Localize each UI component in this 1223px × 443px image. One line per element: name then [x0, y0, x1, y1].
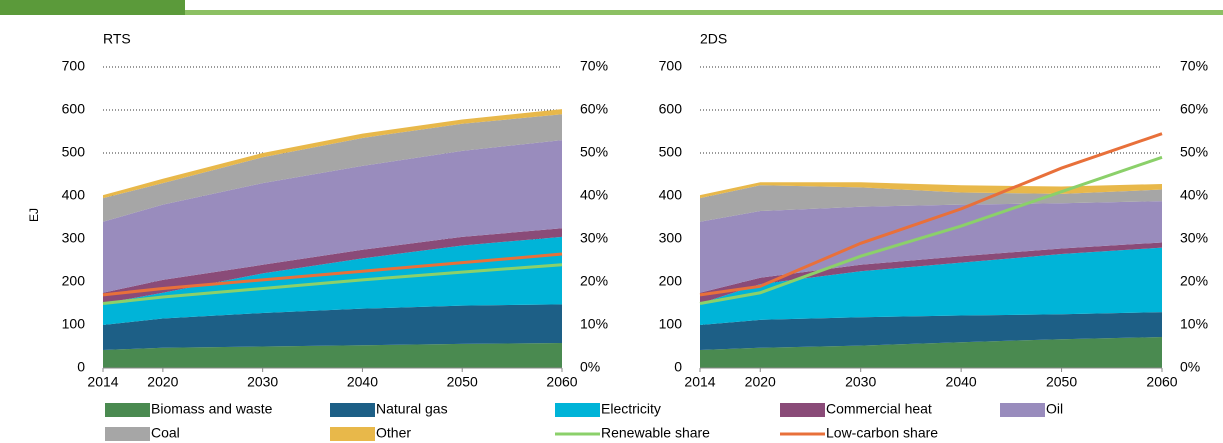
legend-label: Renewable share	[601, 425, 710, 441]
legend-swatch	[105, 403, 150, 417]
area-segment	[103, 228, 562, 304]
y-tick-label: 600	[62, 101, 86, 117]
y-tick-label: 300	[659, 230, 683, 246]
y-tick-label: 0	[674, 359, 682, 375]
y-tick-label: 500	[62, 144, 86, 160]
x-tick-label: 2030	[247, 374, 278, 390]
legend-label: Natural gas	[376, 401, 448, 417]
y2-tick-label: 10%	[580, 316, 608, 332]
y2-tick-label: 70%	[1180, 58, 1208, 74]
y2-tick-label: 20%	[1180, 273, 1208, 289]
y-tick-label: 700	[659, 58, 683, 74]
y-tick-label: 200	[62, 273, 86, 289]
x-tick-label: 2014	[87, 374, 118, 390]
panel-title: RTS	[103, 31, 131, 47]
y2-tick-label: 20%	[580, 273, 608, 289]
area-segment	[700, 337, 1162, 368]
x-tick-label: 2020	[147, 374, 178, 390]
header-tab	[0, 0, 185, 15]
y-tick-label: 400	[659, 187, 683, 203]
panel-title: 2DS	[700, 31, 727, 47]
legend-label: Commercial heat	[826, 401, 932, 417]
y2-tick-label: 70%	[580, 58, 608, 74]
legend-label: Other	[376, 425, 411, 441]
share-line	[102, 252, 563, 297]
y2-tick-label: 40%	[580, 187, 608, 203]
y2-tick-label: 30%	[1180, 230, 1208, 246]
x-tick-label: 2050	[447, 374, 478, 390]
x-tick-label: 2050	[1046, 374, 1077, 390]
area-segment	[700, 201, 1162, 293]
y2-tick-label: 50%	[1180, 144, 1208, 160]
legend-label: Low-carbon share	[826, 425, 938, 441]
legend-label: Oil	[1046, 401, 1063, 417]
x-tick-label: 2040	[946, 374, 977, 390]
y2-tick-label: 50%	[580, 144, 608, 160]
area-segment	[700, 182, 1162, 199]
y2-tick-label: 30%	[580, 230, 608, 246]
y-tick-label: 700	[62, 58, 86, 74]
x-tick-label: 2014	[684, 374, 715, 390]
legend-swatch	[330, 427, 375, 441]
legend-swatch	[105, 427, 150, 441]
share-line	[699, 155, 1163, 305]
area-segment	[103, 304, 562, 350]
x-tick-label: 2060	[546, 374, 577, 390]
y2-tick-label: 40%	[1180, 187, 1208, 203]
y2-tick-label: 0%	[1180, 359, 1200, 375]
y-tick-label: 600	[659, 101, 683, 117]
y2-tick-label: 60%	[1180, 101, 1208, 117]
y2-tick-label: 0%	[580, 359, 600, 375]
area-segment	[700, 247, 1162, 325]
area-segment	[103, 109, 562, 199]
legend-swatch	[555, 403, 600, 417]
area-segment	[103, 343, 562, 368]
legend-label: Electricity	[601, 401, 661, 417]
y-tick-label: 100	[62, 316, 86, 332]
area-segment	[700, 242, 1162, 304]
y-tick-label: 300	[62, 230, 86, 246]
x-tick-label: 2030	[845, 374, 876, 390]
y-tick-label: 100	[659, 316, 683, 332]
y-tick-label: 400	[62, 187, 86, 203]
legend-swatch	[1000, 403, 1045, 417]
y-axis-label: EJ	[27, 208, 41, 222]
area-segment	[700, 185, 1162, 222]
y2-tick-label: 10%	[1180, 316, 1208, 332]
x-tick-label: 2020	[745, 374, 776, 390]
y-tick-label: 0	[77, 359, 85, 375]
header-rule	[185, 10, 1223, 15]
x-tick-label: 2040	[347, 374, 378, 390]
area-segment	[103, 140, 562, 293]
legend-swatch	[780, 403, 825, 417]
area-segment	[700, 312, 1162, 350]
area-segment	[103, 114, 562, 222]
y2-tick-label: 60%	[580, 101, 608, 117]
legend-label: Coal	[151, 425, 180, 441]
share-line	[102, 263, 563, 305]
legend-swatch	[330, 403, 375, 417]
y-tick-label: 500	[659, 144, 683, 160]
legend-label: Biomass and waste	[151, 401, 273, 417]
x-tick-label: 2060	[1146, 374, 1177, 390]
y-tick-label: 200	[659, 273, 683, 289]
share-line	[699, 132, 1163, 297]
